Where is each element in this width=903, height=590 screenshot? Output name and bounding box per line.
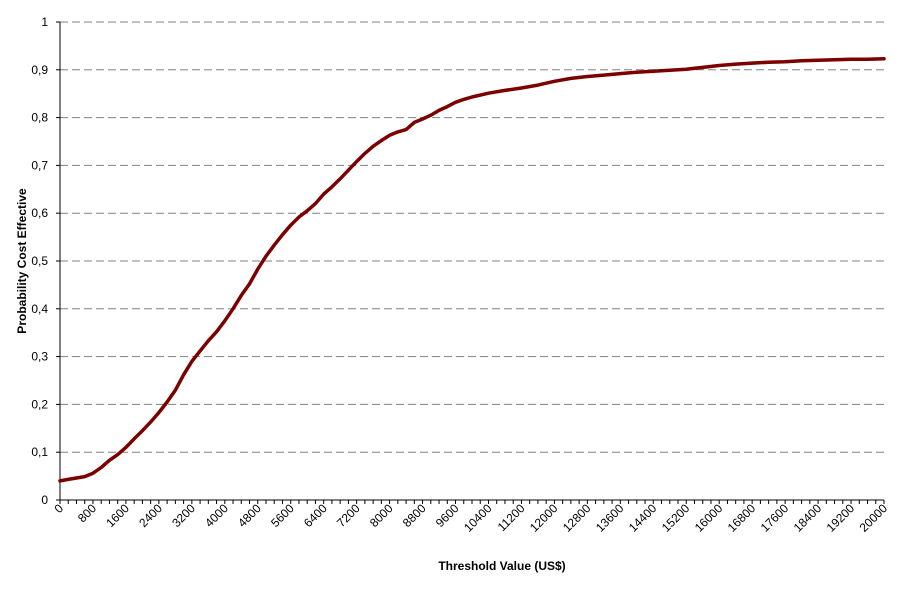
y-tick-label: 0,2 [31, 397, 48, 411]
x-tick-label: 13600 [593, 501, 627, 535]
x-tick-label: 3200 [169, 501, 198, 530]
y-tick-label: 0,9 [31, 63, 48, 77]
y-tick-label: 0 [41, 493, 48, 507]
x-tick-label: 4800 [235, 501, 264, 530]
y-tick-label: 0,6 [31, 206, 48, 220]
y-tick-label: 0,1 [31, 445, 48, 459]
x-tick-label: 11200 [495, 501, 528, 534]
x-tick-label: 4000 [202, 501, 231, 530]
x-tick-label: 5600 [268, 501, 297, 530]
x-tick-label: 14400 [626, 501, 660, 535]
x-tick-label: 7200 [334, 501, 363, 530]
x-tick-label: 1600 [103, 501, 132, 530]
y-tick-label: 1 [41, 15, 48, 29]
x-tick-label: 10400 [461, 501, 495, 535]
y-tick-label: 0,4 [31, 302, 48, 316]
x-tick-label: 19200 [824, 501, 858, 535]
x-tick-label: 12800 [560, 501, 594, 535]
x-tick-label: 800 [75, 501, 99, 525]
series-group [58, 57, 886, 483]
y-axis-title: Probability Cost Effective [15, 188, 29, 334]
series-line-0 [58, 57, 886, 483]
x-axis-ticks: 0 800 1600 2400 3200 4000 4800 5600 6400 7200 8000… [51, 500, 890, 535]
x-tick-label: 2400 [136, 501, 165, 530]
x-tick-label: 9600 [433, 501, 462, 530]
x-tick-label: 17600 [758, 501, 792, 535]
x-tick-label: 12000 [527, 501, 561, 535]
x-tick-label: 6400 [301, 501, 330, 530]
x-tick-label: 18400 [791, 501, 825, 535]
y-tick-label: 0,7 [31, 158, 48, 172]
x-axis-title: Threshold Value (US$) [438, 559, 565, 573]
gridlines [60, 21, 884, 453]
y-tick-label: 0,8 [31, 111, 48, 125]
x-tick-label: 15200 [659, 501, 693, 535]
y-tick-label: 0,3 [31, 350, 48, 364]
x-tick-label: 8800 [400, 501, 429, 530]
x-tick-label: 8000 [367, 501, 396, 530]
x-tick-label: 20000 [857, 501, 891, 535]
y-tick-label: 0,5 [31, 254, 48, 268]
x-tick-label: 16000 [692, 501, 726, 535]
x-tick-label: 0 [51, 501, 66, 516]
x-tick-label: 16800 [725, 501, 759, 535]
y-axis-ticks: 0 0,1 0,2 0,3 0,4 0,5 0,6 0,7 0,8 0,9 1 [31, 15, 60, 507]
